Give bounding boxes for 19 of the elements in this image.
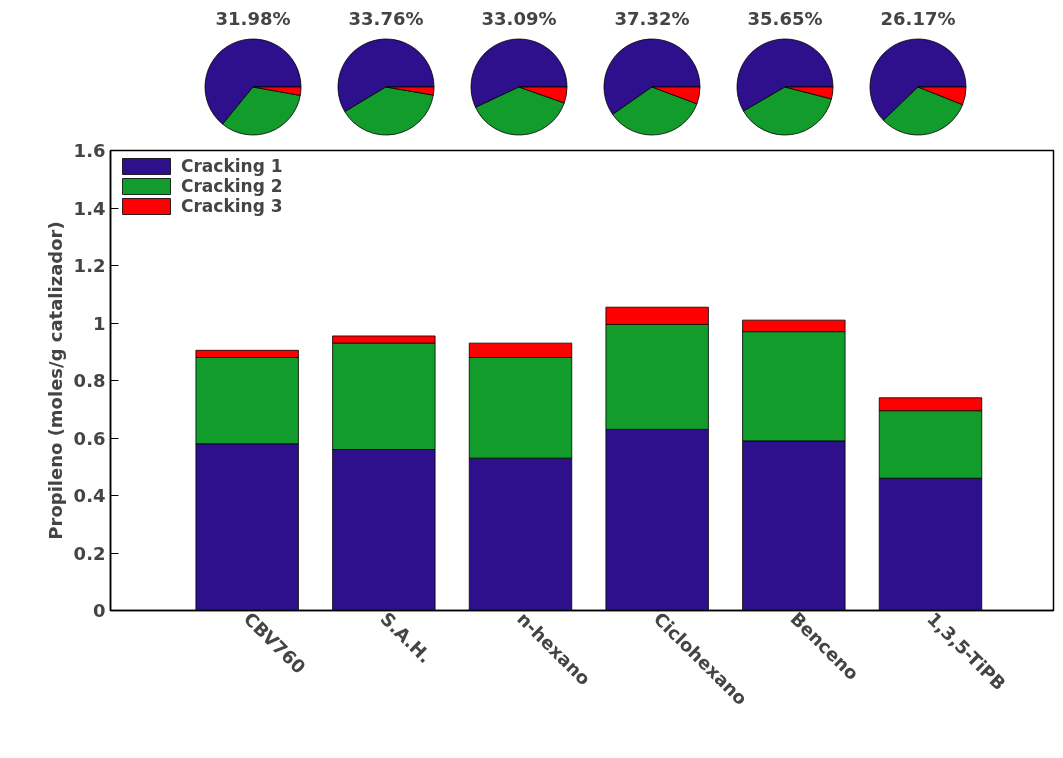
- legend-label: Cracking 3: [181, 196, 283, 216]
- chart-title: 31.98%: [215, 7, 291, 29]
- y-tick-label: 0.4: [73, 485, 106, 506]
- y-tick-label: 0: [92, 600, 106, 621]
- y-tick-label: 0.2: [73, 542, 106, 564]
- y-tick-label: 1.6: [73, 140, 106, 161]
- y-tick-label: 0.8: [73, 370, 106, 391]
- y-axis-title: Propileno (moles/g catalizador): [44, 221, 66, 540]
- legend-label: Cracking 2: [181, 176, 283, 196]
- chart-title: 35.65%: [747, 7, 823, 29]
- y-tick-label: 1: [92, 312, 106, 334]
- y-tick-label: 1.4: [73, 197, 106, 219]
- y-tick-label: 1.2: [73, 255, 106, 276]
- chart-title: 33.09%: [481, 7, 557, 29]
- chart-title: 26.17%: [880, 7, 956, 29]
- legend-label: Cracking 1: [181, 156, 283, 176]
- chart-title: 33.76%: [348, 7, 424, 29]
- chart-title: 37.32%: [614, 7, 690, 29]
- y-tick-label: 0.6: [73, 427, 106, 449]
